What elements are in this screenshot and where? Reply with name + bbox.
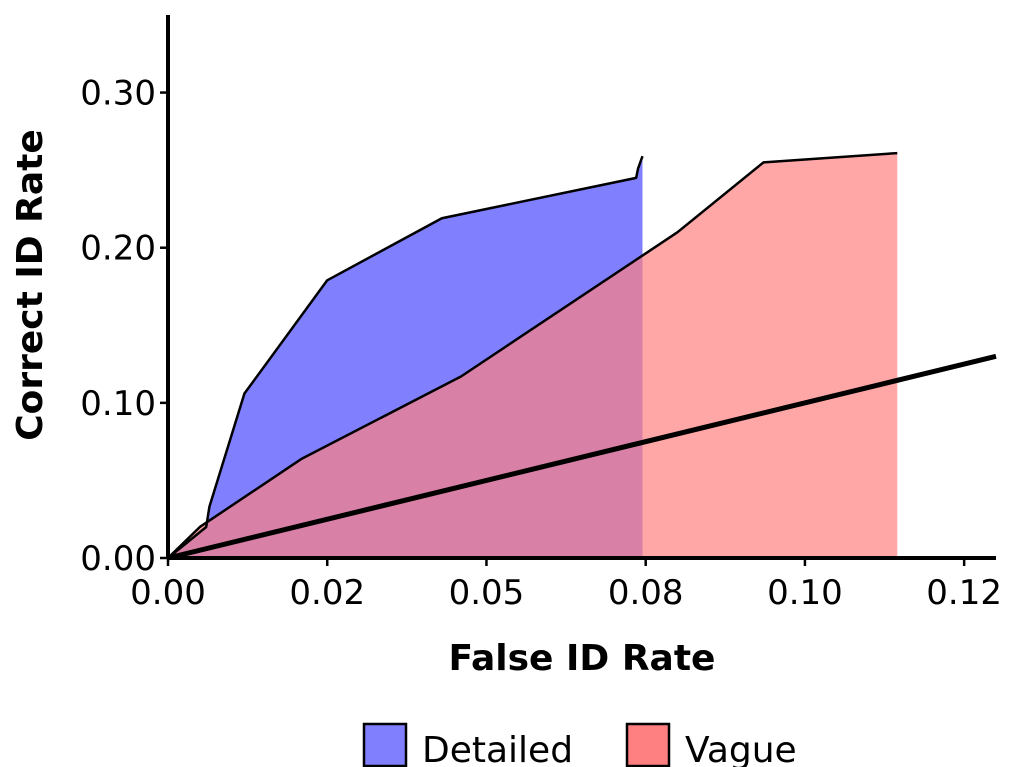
- y-tick-label: 0.10: [80, 384, 156, 424]
- x-tick-label: 0.10: [767, 573, 843, 613]
- legend: Detailed Vague: [362, 722, 797, 767]
- line-layer: [167, 151, 997, 561]
- legend-swatch-detailed: [362, 722, 408, 767]
- area-layer: [168, 153, 898, 558]
- legend-label-detailed: Detailed: [422, 730, 573, 767]
- axes: [166, 15, 996, 560]
- y-axis-title: Correct ID Rate: [10, 129, 51, 441]
- x-tick-label: 0.12: [926, 573, 1002, 613]
- legend-label-vague: Vague: [685, 730, 797, 767]
- y-tick-label: 0.20: [80, 229, 156, 269]
- x-tick-label: 0.00: [130, 573, 206, 613]
- curve-vague: [167, 151, 898, 559]
- legend-swatch-vague: [625, 722, 671, 767]
- x-tick-label: 0.05: [449, 573, 525, 613]
- tick-layer: 0.00 0.02 0.05 0.08 0.10 0.12 0.00 0.10 0.20 0.30: [80, 74, 1002, 613]
- chance-line: [167, 353, 997, 561]
- x-tick-label: 0.08: [608, 573, 684, 613]
- x-tick-label: 0.02: [289, 573, 365, 613]
- area-vague: [168, 153, 898, 558]
- x-axis-title: False ID Rate: [449, 638, 716, 679]
- y-tick-label: 0.30: [80, 74, 156, 114]
- y-tick-label: 0.00: [80, 539, 156, 579]
- curve-detailed: [167, 155, 644, 559]
